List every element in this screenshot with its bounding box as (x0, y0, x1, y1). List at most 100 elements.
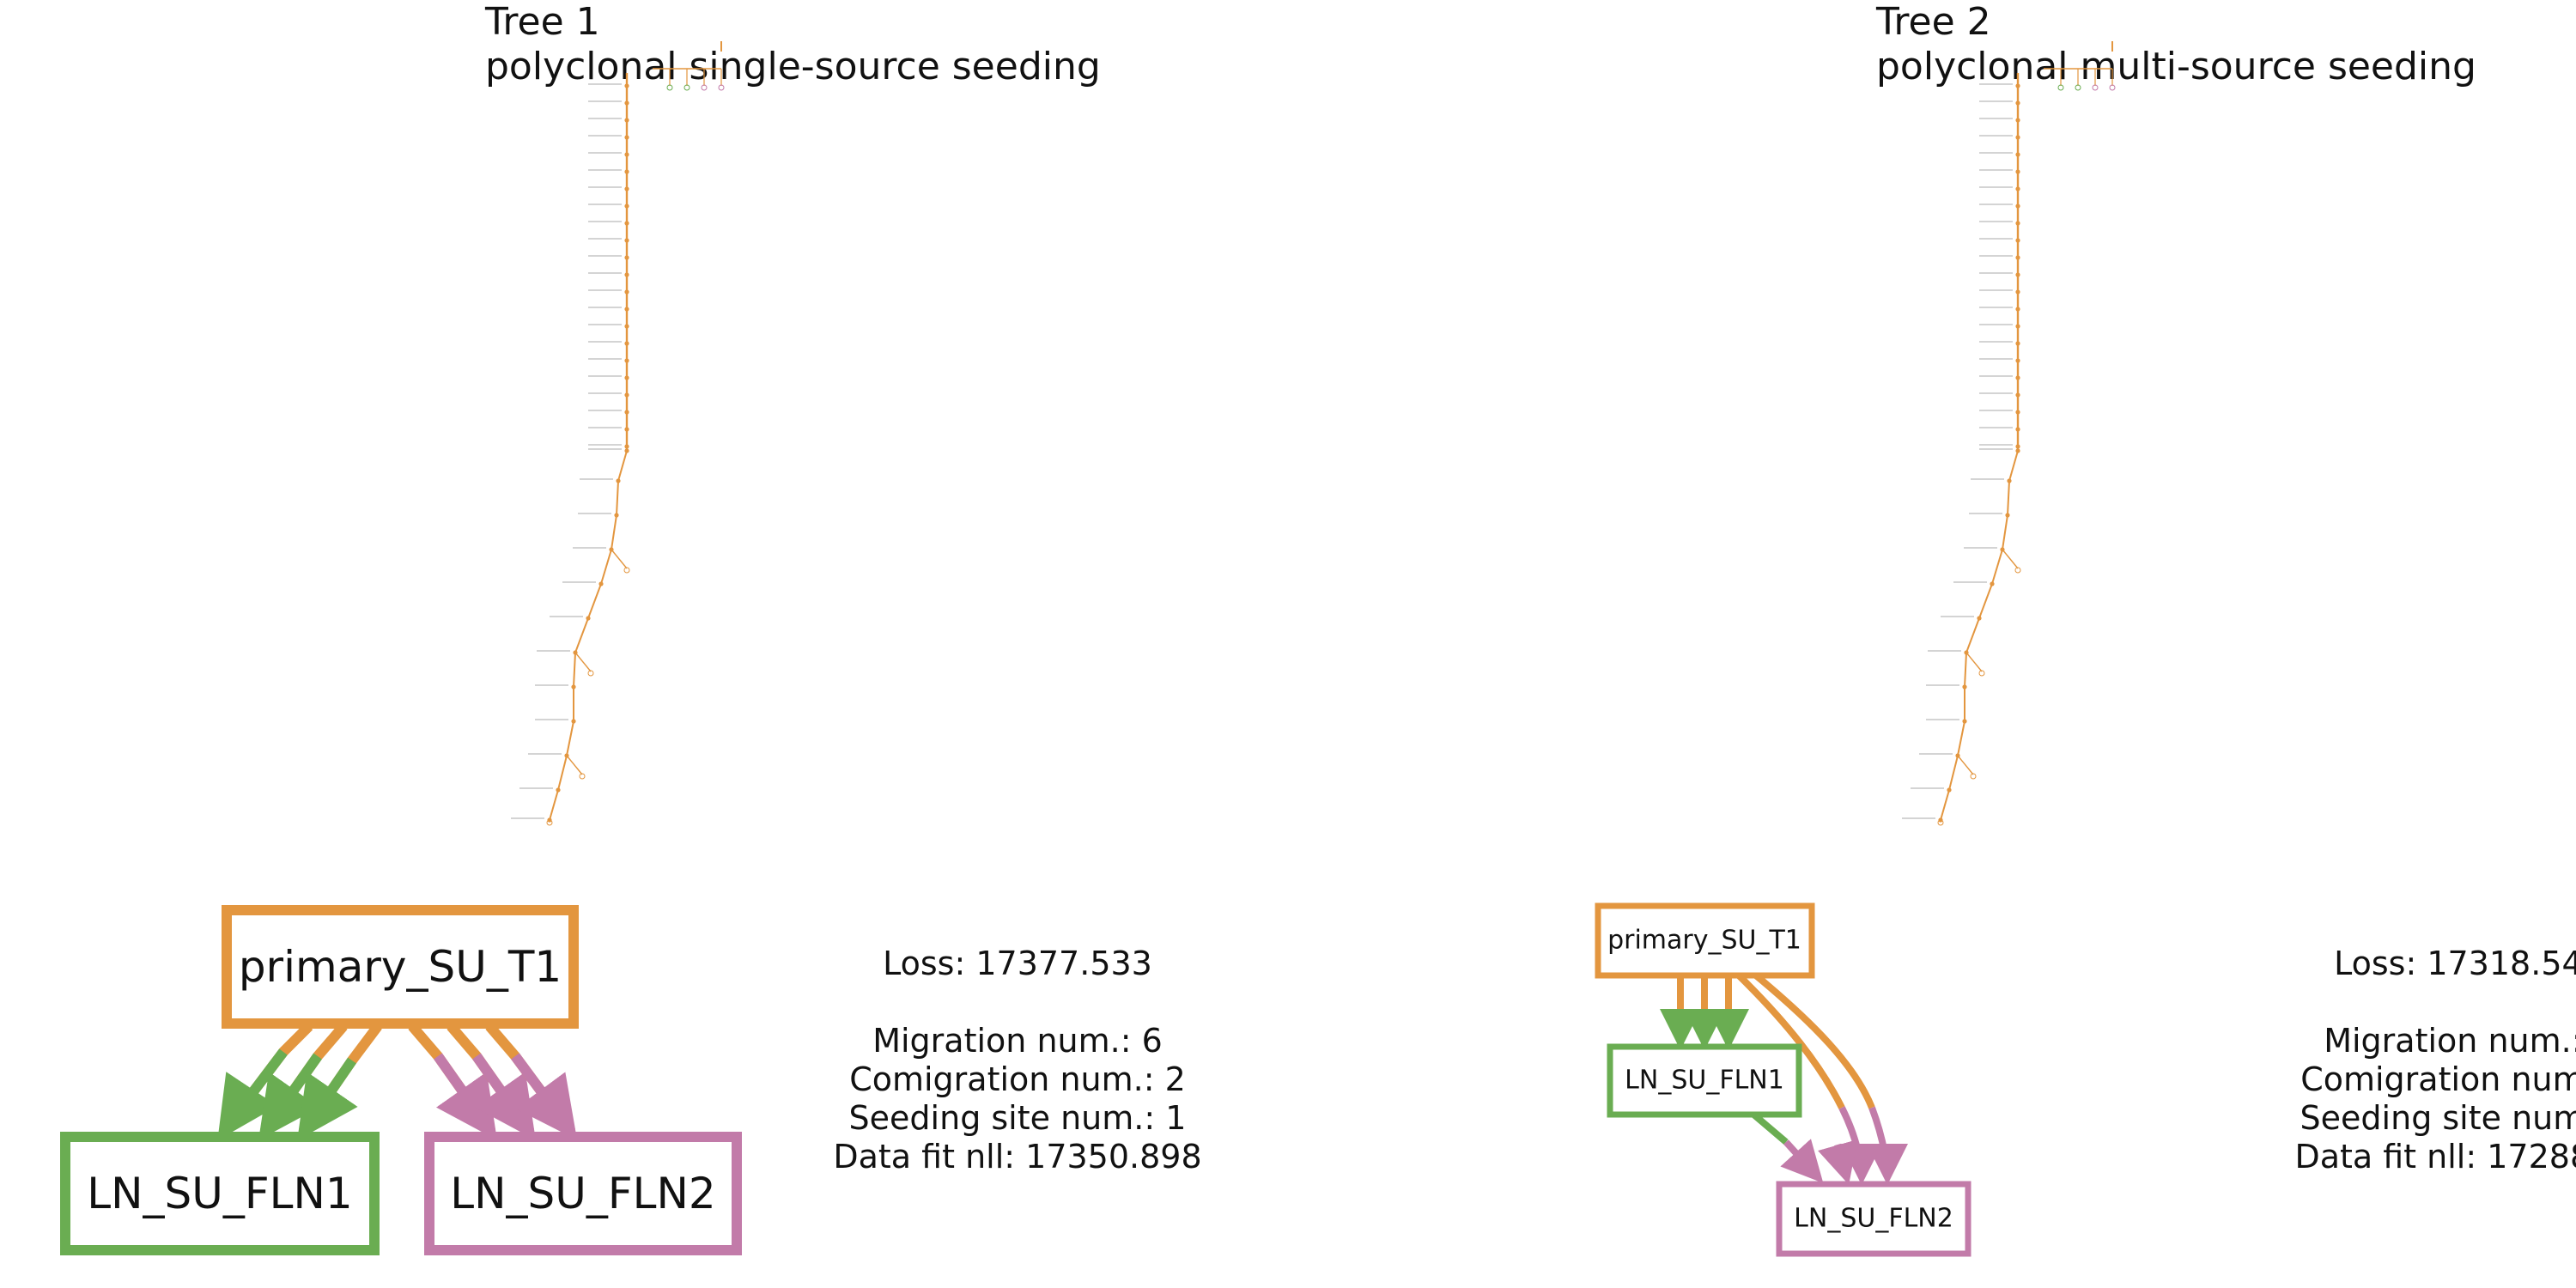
tree-leaf-node (2109, 84, 2116, 91)
tree-branch (1957, 755, 1974, 775)
tree-1-comigration-num: Comigration num.: 2 (849, 1060, 1186, 1098)
tree-node (1990, 581, 1995, 586)
tree-2-edges-ln1-to-ln2 (1749, 1109, 1858, 1185)
tree-1-edges-to-ln1 (217, 1022, 382, 1140)
tree-node (598, 581, 604, 586)
tree-node (571, 684, 576, 690)
tree-branch (1978, 583, 1993, 619)
tree-node (2015, 307, 2020, 312)
tree-2-loss: Loss: 17318.545 (2334, 945, 2576, 982)
tree-node (624, 186, 629, 191)
tree-2-site-ln2-label: LN_SU_FLN2 (1794, 1204, 1953, 1234)
tree-leaf-node (1937, 819, 1944, 826)
tree-leaf-node (1970, 773, 1977, 780)
tree-branch (2002, 549, 2019, 569)
tree-1-title-line1: Tree 1 (485, 0, 600, 44)
tree-node (624, 221, 629, 226)
tree-2-site-ln1: LN_SU_FLN1 (1607, 1043, 1802, 1118)
tree-node (624, 392, 629, 398)
tree-branch (1991, 549, 2003, 585)
tree-node (2015, 444, 2020, 449)
tree-branch (1965, 617, 1980, 653)
tree-branch (587, 583, 602, 619)
tree-1-seeding-site-num: Seeding site num.: 1 (848, 1099, 1187, 1137)
tree-node (1947, 787, 1952, 793)
tree-leaf-node (2057, 84, 2064, 91)
tree-1-data-fit-nll: Data fit nll: 17350.898 (833, 1138, 1202, 1176)
tree-branch (1957, 720, 1965, 756)
tree-branch (2007, 480, 2010, 516)
tree-node (614, 513, 619, 518)
tree-2-site-primary: primary_SU_T1 (1595, 902, 1815, 979)
tree-node (2015, 358, 2020, 363)
tree-leaf-node (2092, 84, 2099, 91)
tree-node (586, 616, 591, 621)
tree-branch (566, 720, 574, 756)
tree-2-site-ln1-label: LN_SU_FLN1 (1625, 1066, 1784, 1096)
tree-node (624, 255, 629, 260)
tree-node (2015, 118, 2020, 123)
tree-node (556, 787, 561, 793)
tree-node (2015, 135, 2020, 140)
tree-node (2015, 169, 2020, 174)
tree-1-site-primary: primary_SU_T1 (222, 905, 579, 1029)
tree-node (571, 719, 576, 724)
tree-2-clone-tree (1902, 41, 2116, 826)
tree-branch (1948, 755, 1959, 791)
tree-leaf-node (2014, 567, 2021, 574)
tree-2-seeding-site-num: Seeding site num.: 2 (2300, 1099, 2576, 1137)
tree-2-migration-num: Migration num.: 6 (2324, 1022, 2576, 1060)
tree-node (1977, 616, 1982, 621)
tree-leaf-node (666, 84, 673, 91)
tree-node (624, 307, 629, 312)
tree-node (2015, 375, 2020, 380)
tree-branch (574, 617, 589, 653)
tree-node (2015, 186, 2020, 191)
tree-node (2015, 152, 2020, 157)
tree-branch (2002, 514, 2008, 550)
tree-leaf-node (1978, 670, 1985, 677)
tree-node (2015, 255, 2020, 260)
tree-node (624, 341, 629, 346)
tree-leaf-node (623, 567, 630, 574)
tree-node (2015, 238, 2020, 243)
tree-node (624, 410, 629, 415)
tree-node (2015, 427, 2020, 432)
tree-1-title: Tree 1 polyclonal single-source seeding (485, 0, 1101, 89)
tree-node (2015, 341, 2020, 346)
tree-leaf-node (701, 84, 708, 91)
tree-node (2015, 324, 2020, 329)
tree-node (624, 324, 629, 329)
tree-node (624, 118, 629, 123)
tree-2-title: Tree 2 polyclonal multi-source seeding (1876, 0, 2476, 89)
tree-node (624, 289, 629, 295)
tree-1-title-line2: polyclonal single-source seeding (485, 45, 1101, 88)
tree-2-panel: Tree 2 polyclonal multi-source seeding (1288, 0, 2576, 1288)
tree-node (624, 358, 629, 363)
tree-1-site-primary-label: primary_SU_T1 (239, 942, 562, 992)
tree-branch (1940, 789, 1950, 821)
tree-2-edges-to-ln1 (1660, 975, 1749, 1050)
tree-node (624, 135, 629, 140)
tree-2-data-fit-nll: Data fit nll: 17288.95 (2294, 1138, 2576, 1176)
tree-node (624, 83, 629, 88)
tree-node (624, 169, 629, 174)
tree-branch (611, 514, 617, 550)
tree-branch (549, 789, 559, 821)
tree-node (2015, 204, 2020, 209)
tree-node (624, 448, 629, 453)
tree-1-migration-num: Migration num.: 6 (872, 1022, 1163, 1060)
tree-node (624, 152, 629, 157)
tree-branch (574, 652, 592, 672)
tree-1-site-ln2-label: LN_SU_FLN2 (450, 1169, 715, 1218)
tree-node (2015, 83, 2020, 88)
tree-1-panel: Tree 1 polyclonal single-source seeding (60, 0, 1202, 1255)
tree-leaf-node (2075, 84, 2081, 91)
tree-node (2007, 478, 2012, 483)
tree-1-site-ln1-label: LN_SU_FLN1 (87, 1169, 352, 1218)
tree-2-comigration-num: Comigration num.: 3 (2300, 1060, 2576, 1098)
tree-1-loss: Loss: 17377.533 (883, 945, 1152, 982)
tree-branch (600, 549, 612, 585)
tree-node (624, 204, 629, 209)
tree-branch (573, 652, 576, 688)
